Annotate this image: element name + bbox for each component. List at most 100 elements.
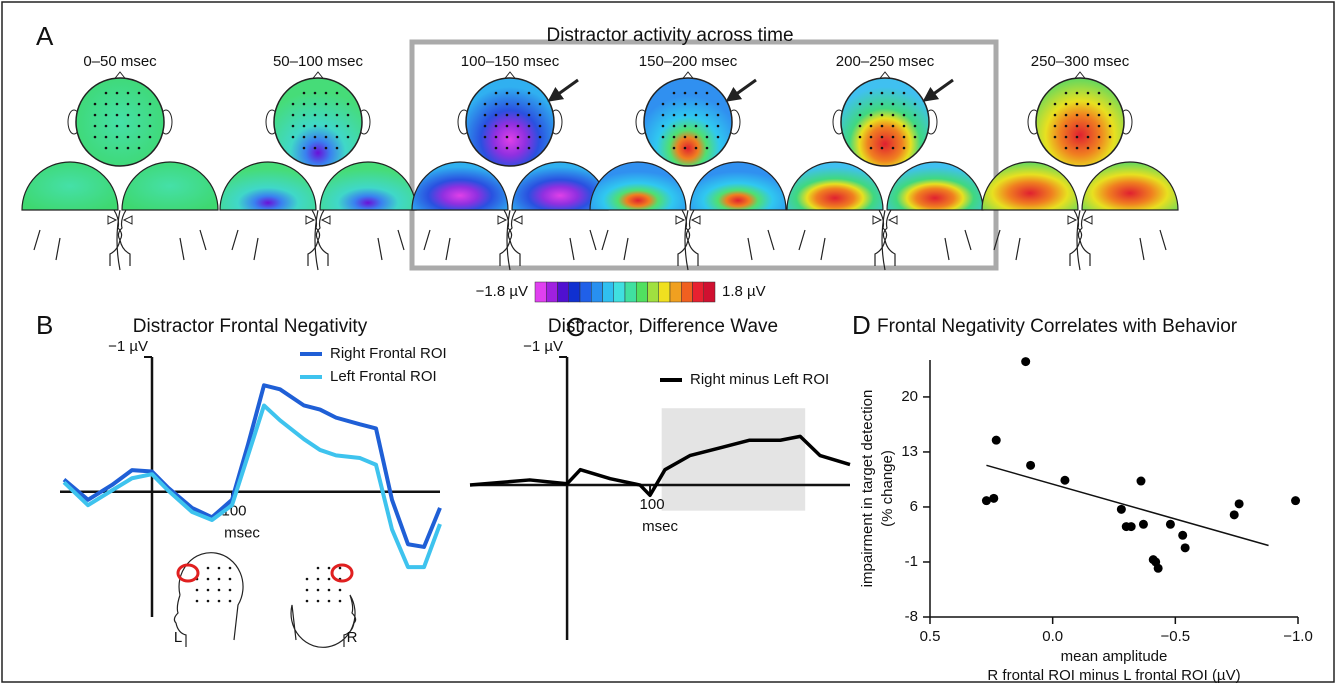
- chart-title: Distractor Frontal Negativity: [133, 316, 368, 337]
- colorbar-swatch: [602, 281, 614, 303]
- electrode: [335, 91, 339, 95]
- electrode: [327, 599, 331, 603]
- topomap-side: [689, 161, 787, 211]
- electrode: [716, 135, 720, 139]
- electrode: [1075, 113, 1079, 117]
- electrode: [137, 113, 141, 117]
- electrode: [716, 102, 720, 106]
- electrode: [869, 146, 873, 150]
- electrode: [716, 113, 720, 117]
- electrode: [346, 124, 350, 128]
- electrode: [206, 588, 210, 592]
- panel-letter: B: [36, 310, 53, 340]
- legend-label: Left Frontal ROI: [330, 368, 437, 385]
- electrode: [1108, 135, 1112, 139]
- electrode: [538, 102, 542, 106]
- electrode: [880, 113, 884, 117]
- colorbar-swatch: [534, 281, 547, 303]
- colorbar-swatch: [692, 281, 704, 303]
- scatter-point: [1116, 504, 1126, 514]
- electrode: [338, 599, 342, 603]
- electrode: [228, 588, 232, 592]
- electrode: [1064, 135, 1068, 139]
- topomap: [465, 77, 555, 167]
- electrode: [1064, 102, 1068, 106]
- time-window-label: 250–300 msec: [1031, 53, 1130, 70]
- y-axis-label: (% change): [879, 450, 896, 527]
- electrode: [115, 124, 119, 128]
- electrode: [869, 91, 873, 95]
- scatter-point: [1234, 499, 1244, 509]
- electrode: [858, 135, 862, 139]
- neck-divider: [314, 209, 319, 271]
- colorbar-swatch: [703, 281, 716, 303]
- electrode: [913, 124, 917, 128]
- electrode: [505, 135, 509, 139]
- electrode: [661, 102, 665, 106]
- colorbar-swatch: [658, 281, 671, 303]
- electrode: [115, 91, 119, 95]
- electrode: [1086, 124, 1090, 128]
- colorbar-swatch: [613, 281, 626, 303]
- electrode: [869, 113, 873, 117]
- electrode: [137, 124, 141, 128]
- y-tick-label: −1 µV: [523, 338, 563, 355]
- electrode: [104, 124, 108, 128]
- electrode: [313, 124, 317, 128]
- electrode: [313, 135, 317, 139]
- chart-title: Distractor, Difference Wave: [548, 316, 778, 337]
- electrode: [527, 135, 531, 139]
- electrode: [291, 113, 295, 117]
- electrode: [1086, 146, 1090, 150]
- face-outline: [685, 209, 775, 266]
- colorbar-swatch: [681, 281, 693, 303]
- electrode: [302, 146, 306, 150]
- electrode: [1086, 102, 1090, 106]
- electrode: [1097, 146, 1101, 150]
- electrode: [483, 102, 487, 106]
- electrode: [694, 146, 698, 150]
- electrode: [1086, 113, 1090, 117]
- electrode: [305, 599, 309, 603]
- topomap: [840, 77, 930, 167]
- electrode: [516, 91, 520, 95]
- x-tick-label: −0.5: [1161, 628, 1191, 645]
- electrode: [93, 113, 97, 117]
- neck-divider: [881, 209, 886, 271]
- electrode: [148, 113, 152, 117]
- electrode: [316, 599, 320, 603]
- colorbar-swatch: [647, 281, 659, 303]
- colorbar-swatch: [546, 281, 558, 303]
- panel-letter: A: [36, 21, 54, 51]
- electrode: [672, 91, 676, 95]
- electrode: [494, 113, 498, 117]
- colorbar-swatch: [624, 281, 637, 303]
- electrode: [891, 135, 895, 139]
- electrode: [217, 588, 221, 592]
- electrode: [705, 91, 709, 95]
- electrode: [694, 91, 698, 95]
- arrow: [547, 78, 579, 102]
- electrode: [104, 146, 108, 150]
- y-tick-label: 13: [901, 443, 918, 460]
- x-tick-label: 0.5: [920, 628, 941, 645]
- x-tick-label: 100: [640, 496, 665, 513]
- scatter-point: [1229, 510, 1239, 520]
- electrode: [291, 135, 295, 139]
- electrode: [313, 146, 317, 150]
- y-tick-label: 20: [901, 388, 918, 405]
- series-line: [62, 383, 442, 549]
- electrode: [93, 124, 97, 128]
- electrode: [902, 102, 906, 106]
- neck-divider: [116, 209, 121, 271]
- electrode: [913, 135, 917, 139]
- electrode: [902, 113, 906, 117]
- topomap-side: [121, 161, 219, 211]
- topomap-side: [589, 161, 687, 211]
- electrode: [672, 135, 676, 139]
- electrode: [494, 146, 498, 150]
- electrode: [137, 135, 141, 139]
- electrode: [880, 146, 884, 150]
- eye: [675, 215, 686, 225]
